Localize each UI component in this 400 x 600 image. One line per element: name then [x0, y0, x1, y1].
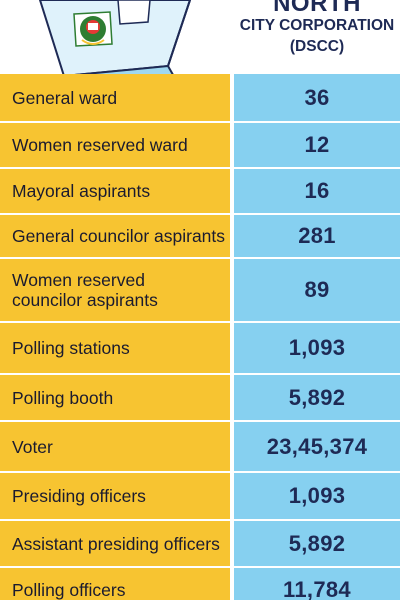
row-value-cell: 12	[234, 123, 400, 169]
row-label: Women reserved councilor aspirants	[12, 270, 158, 310]
row-value: 5,892	[288, 384, 346, 410]
row-value: 5,892	[288, 530, 346, 556]
row-label: Mayoral aspirants	[12, 181, 151, 201]
row-value: 1,093	[288, 335, 346, 360]
row-label-cell: Women reserved ward	[0, 123, 230, 169]
ballot-box-icon	[38, 0, 192, 80]
table-row: Polling officers 11,784	[0, 568, 400, 600]
row-label-cell: General ward	[0, 74, 230, 123]
row-value: 281	[298, 223, 336, 248]
row-value-cell: 36	[234, 74, 400, 123]
row-value-cell: 23,45,374	[234, 422, 400, 473]
row-value: 89	[304, 277, 330, 302]
row-value: 12	[304, 132, 330, 157]
header-title-dscc: (DSCC)	[289, 38, 345, 55]
row-label: Polling officers	[12, 580, 126, 600]
row-value-cell: 89	[234, 259, 400, 323]
table-row: Women reserved councilor aspirants 89	[0, 259, 400, 323]
row-label-cell: Polling officers	[0, 568, 230, 600]
table-row: Polling stations 1,093	[0, 323, 400, 375]
row-label: Assistant presiding officers	[12, 533, 220, 554]
table-row: Polling booth 5,892	[0, 375, 400, 422]
row-label-cell: Women reserved councilor aspirants	[0, 259, 230, 323]
row-label: General ward	[12, 87, 118, 108]
row-value-cell: 11,784	[234, 568, 400, 600]
row-label-cell: Voter	[0, 422, 230, 473]
table-row: Assistant presiding officers 5,892	[0, 521, 400, 568]
row-label: General councilor aspirants	[12, 226, 226, 246]
row-label-cell: Assistant presiding officers	[0, 521, 230, 568]
row-value-cell: 281	[234, 215, 400, 259]
row-value: 1,093	[288, 483, 346, 508]
row-label-cell: Polling stations	[0, 323, 230, 375]
row-value: 36	[304, 84, 330, 110]
row-label: Polling booth	[12, 387, 114, 408]
header-title-north: NORTH	[273, 0, 361, 17]
header-title-city-corporation: CITY CORPORATION	[239, 17, 395, 34]
row-value: 11,784	[283, 577, 351, 600]
row-label-cell: Polling booth	[0, 375, 230, 422]
chart-header: NORTH CITY CORPORATION (DSCC)	[0, 0, 400, 80]
row-label-cell: Presiding officers	[0, 473, 230, 521]
row-label: Voter	[12, 436, 53, 457]
row-value: 16	[304, 178, 330, 203]
row-value-cell: 1,093	[234, 473, 400, 521]
row-value-cell: 5,892	[234, 521, 400, 568]
row-value: 23,45,374	[266, 433, 368, 459]
row-label-cell: Mayoral aspirants	[0, 169, 230, 215]
table-row: General ward 36	[0, 74, 400, 123]
row-label: Presiding officers	[12, 486, 146, 506]
row-label: Polling stations	[12, 338, 130, 358]
table-row: Presiding officers 1,093	[0, 473, 400, 521]
row-label-cell: General councilor aspirants	[0, 215, 230, 259]
row-label: Women reserved ward	[12, 135, 188, 155]
table-row: Mayoral aspirants 16	[0, 169, 400, 215]
table-row: General councilor aspirants 281	[0, 215, 400, 259]
row-value-cell: 1,093	[234, 323, 400, 375]
table-row: Women reserved ward 12	[0, 123, 400, 169]
row-value-cell: 16	[234, 169, 400, 215]
row-value-cell: 5,892	[234, 375, 400, 422]
table-row: Voter 23,45,374	[0, 422, 400, 473]
